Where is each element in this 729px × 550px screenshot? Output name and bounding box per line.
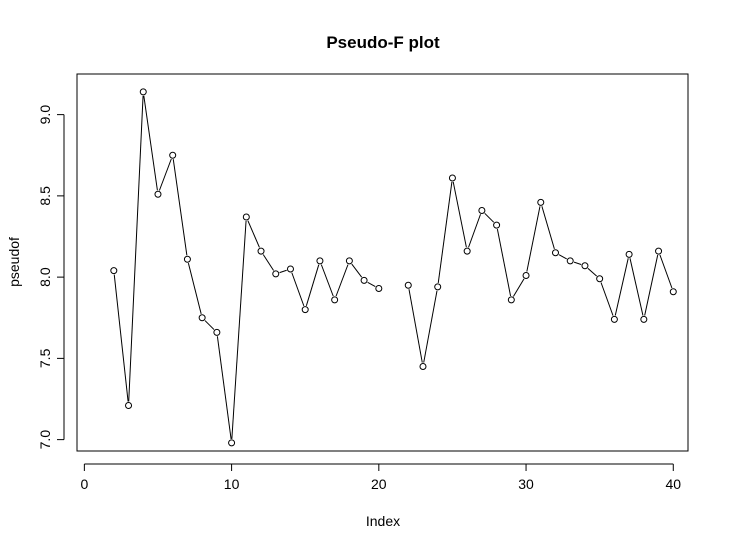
- series-points: [110, 88, 677, 447]
- series-segment: [187, 263, 202, 314]
- data-point: [375, 285, 383, 292]
- data-point: [257, 247, 265, 255]
- y-tick-label: 9.0: [37, 105, 53, 125]
- data-point: [478, 207, 486, 214]
- chart-title: Pseudo-F plot: [326, 33, 440, 52]
- data-point: [242, 213, 250, 221]
- data-point: [551, 249, 559, 257]
- x-tick-label: 20: [371, 476, 387, 492]
- series-segment: [172, 159, 188, 256]
- data-point: [669, 288, 677, 296]
- data-point: [507, 296, 515, 304]
- data-point: [345, 257, 353, 265]
- data-point: [154, 190, 162, 198]
- x-tick-label: 0: [80, 476, 88, 492]
- x-axis: 0 10 20 30 40: [80, 463, 681, 492]
- data-point: [625, 250, 633, 258]
- series-segment: [526, 206, 541, 272]
- series-segment: [629, 258, 644, 316]
- y-tick-label: 7.0: [37, 430, 53, 450]
- series-segment: [452, 181, 467, 248]
- data-point: [301, 306, 309, 314]
- series-segment: [468, 214, 481, 248]
- data-point: [286, 265, 294, 273]
- y-tick-label: 8.0: [37, 267, 53, 287]
- data-point: [139, 88, 147, 96]
- x-tick-label: 10: [224, 476, 240, 492]
- series-segment: [541, 206, 555, 250]
- data-point: [228, 439, 236, 447]
- data-point: [493, 221, 501, 229]
- data-point: [581, 262, 589, 270]
- data-point: [463, 247, 471, 255]
- series-segment: [247, 220, 260, 248]
- series-segment: [335, 264, 349, 297]
- series-segment: [231, 220, 247, 439]
- series-segment: [644, 254, 659, 316]
- y-tick-label: 7.5: [37, 348, 53, 368]
- data-point: [213, 328, 221, 336]
- data-point: [655, 247, 663, 255]
- series-segment: [305, 264, 320, 306]
- data-point: [419, 363, 427, 370]
- data-point: [596, 275, 604, 283]
- data-point: [316, 257, 324, 265]
- data-point: [434, 283, 442, 291]
- data-point: [360, 276, 368, 284]
- x-axis-label: Index: [366, 513, 400, 529]
- series-segment: [113, 274, 129, 402]
- series-segment: [423, 290, 438, 363]
- y-tick-label: 8.5: [37, 186, 53, 206]
- plot-frame: [76, 73, 689, 452]
- data-point: [125, 402, 133, 409]
- series-segment: [408, 289, 423, 363]
- series-segment: [320, 264, 334, 297]
- series-segment: [496, 228, 512, 297]
- data-point: [110, 267, 118, 275]
- series-segment: [367, 281, 376, 288]
- y-axis-label: pseudof: [6, 237, 22, 287]
- x-tick-label: 30: [518, 476, 534, 492]
- series-segment: [587, 268, 597, 277]
- series-segment: [512, 278, 525, 297]
- data-point: [404, 281, 412, 289]
- series-segment: [600, 282, 614, 316]
- data-point: [522, 272, 530, 279]
- y-axis: 7.0 7.5 8.0 8.5 9.0: [37, 105, 65, 450]
- data-point: [566, 257, 574, 265]
- series-segment: [614, 258, 629, 316]
- data-point: [610, 315, 618, 323]
- series-segment: [351, 263, 363, 278]
- data-point: [640, 315, 648, 323]
- series-segment: [659, 254, 673, 289]
- series-segment: [262, 254, 275, 271]
- data-point: [331, 296, 339, 304]
- series-segment: [484, 212, 495, 223]
- series-segment: [279, 269, 287, 274]
- data-point: [169, 151, 177, 159]
- data-point: [272, 270, 280, 278]
- data-point: [537, 198, 545, 206]
- data-point: [183, 255, 191, 263]
- series-segment: [437, 181, 453, 283]
- series-segment: [143, 95, 158, 191]
- series-segment: [291, 272, 305, 307]
- series-segment: [216, 336, 232, 439]
- series-segment: [204, 320, 215, 330]
- series-segment: [558, 254, 567, 260]
- x-tick-label: 40: [665, 476, 681, 492]
- data-point: [448, 174, 456, 182]
- data-point: [198, 314, 206, 322]
- series-segment: [573, 261, 582, 265]
- series-segment: [158, 158, 172, 191]
- series-line: [113, 95, 673, 439]
- series-segment: [128, 95, 144, 402]
